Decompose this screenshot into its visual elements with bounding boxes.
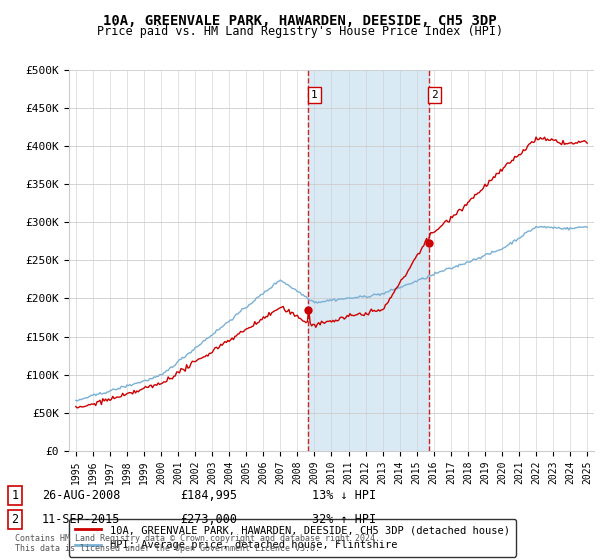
Text: 2: 2 (11, 513, 19, 526)
Legend: 10A, GREENVALE PARK, HAWARDEN, DEESIDE, CH5 3DP (detached house), HPI: Average p: 10A, GREENVALE PARK, HAWARDEN, DEESIDE, … (69, 519, 516, 557)
Text: 1: 1 (11, 489, 19, 502)
Text: 13% ↓ HPI: 13% ↓ HPI (312, 489, 376, 502)
Text: Price paid vs. HM Land Registry's House Price Index (HPI): Price paid vs. HM Land Registry's House … (97, 25, 503, 38)
Text: 32% ↑ HPI: 32% ↑ HPI (312, 513, 376, 526)
Text: 2: 2 (431, 90, 438, 100)
Text: £273,000: £273,000 (180, 513, 237, 526)
Text: 1: 1 (311, 90, 318, 100)
Text: £184,995: £184,995 (180, 489, 237, 502)
Text: Contains HM Land Registry data © Crown copyright and database right 2024.
This d: Contains HM Land Registry data © Crown c… (15, 534, 380, 553)
Text: 26-AUG-2008: 26-AUG-2008 (42, 489, 121, 502)
Bar (308, 70, 428, 451)
Text: 10A, GREENVALE PARK, HAWARDEN, DEESIDE, CH5 3DP: 10A, GREENVALE PARK, HAWARDEN, DEESIDE, … (103, 14, 497, 28)
Text: 11-SEP-2015: 11-SEP-2015 (42, 513, 121, 526)
